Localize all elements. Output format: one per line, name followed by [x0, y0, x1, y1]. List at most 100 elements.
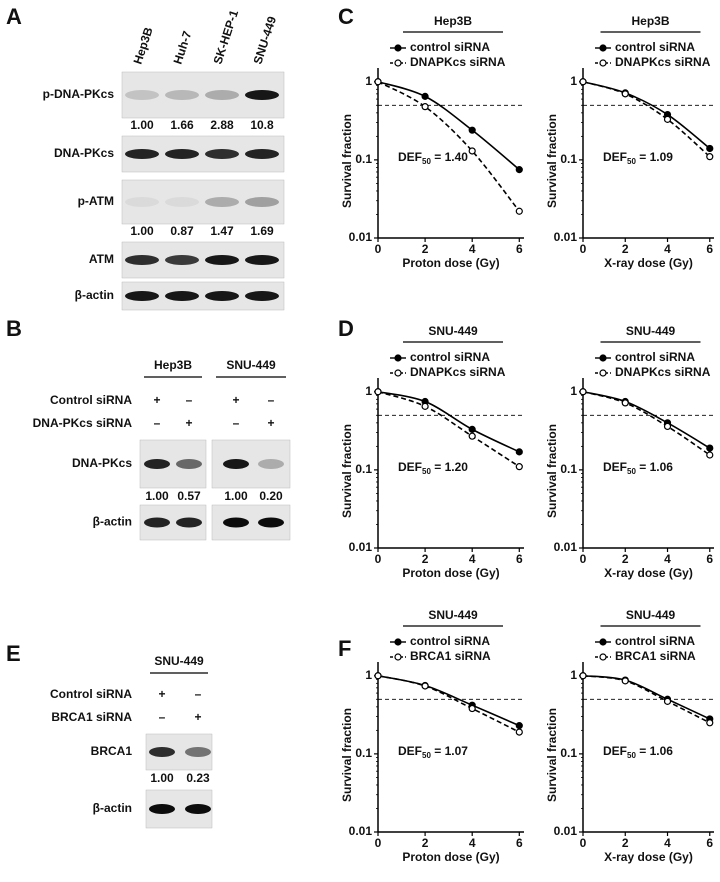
legend-marker: [599, 653, 607, 661]
quant-label: 1.00: [150, 771, 174, 785]
band: [245, 291, 279, 301]
quant-label: 0.23: [186, 771, 210, 785]
blot-strip: [121, 179, 285, 225]
x-tick-label: 4: [469, 552, 476, 566]
sign: –: [186, 393, 193, 407]
x-axis-label: X-ray dose (Gy): [604, 256, 693, 270]
row-label: p-DNA-PKcs: [43, 87, 115, 101]
data-point: [468, 704, 476, 713]
y-tick-label: 0.1: [355, 152, 372, 166]
data-point: [706, 451, 714, 459]
data-point: [421, 103, 429, 111]
fit-line: [377, 674, 520, 727]
x-tick-label: 4: [469, 242, 476, 256]
def-rest: = 1.07: [431, 744, 468, 758]
data-point: [706, 719, 714, 727]
data-point: [515, 207, 523, 215]
quant-label: 2.88: [210, 118, 234, 132]
y-axis-label: Survival fraction: [545, 424, 559, 518]
legend-label: control siRNA: [410, 350, 490, 364]
def-annotation: DEF50 = 1.06: [603, 744, 673, 760]
row-label: BRCA1: [91, 744, 133, 758]
legend-marker: [599, 44, 607, 52]
def-main: DEF: [603, 460, 627, 474]
band: [125, 255, 159, 265]
y-tick-label: 1: [570, 74, 577, 88]
x-tick-label: 0: [375, 552, 382, 566]
band: [245, 255, 279, 265]
legend-label: control siRNA: [410, 40, 490, 54]
legend-marker: [599, 354, 607, 362]
def-annotation: DEF50 = 1.20: [398, 460, 468, 476]
row-label: β-actin: [93, 515, 132, 529]
x-tick-label: 4: [664, 836, 671, 850]
sign: –: [159, 710, 166, 724]
legend-marker: [599, 638, 607, 646]
fit-line: [582, 674, 711, 724]
def-subscript: 50: [627, 157, 636, 166]
data-point: [515, 448, 523, 456]
x-tick-label: 0: [375, 836, 382, 850]
data-point: [421, 682, 429, 690]
panel-label: B: [6, 316, 22, 341]
y-tick-label: 0.01: [554, 824, 578, 838]
data-point: [706, 144, 714, 153]
legend-label: DNAPKcs siRNA: [615, 55, 711, 69]
legend-label: DNAPKcs siRNA: [615, 365, 711, 379]
data-point: [468, 425, 476, 433]
legend-marker: [394, 369, 402, 377]
y-tick-label: 0.01: [349, 824, 373, 838]
y-tick-label: 1: [365, 74, 372, 88]
def-main: DEF: [398, 744, 422, 758]
data-point: [663, 422, 672, 431]
y-tick-label: 0.1: [560, 746, 577, 760]
chart-title: SNU-449: [626, 324, 676, 338]
chart-title: Hep3B: [434, 14, 472, 28]
row-label: ATM: [89, 252, 114, 266]
data-point: [515, 166, 523, 174]
x-tick-label: 0: [580, 836, 587, 850]
group-title: SNU-449: [154, 654, 204, 668]
legend-label: DNAPKcs siRNA: [410, 55, 506, 69]
data-point: [621, 399, 629, 407]
y-axis-label: Survival fraction: [545, 708, 559, 802]
y-tick-label: 1: [365, 384, 372, 398]
y-tick-label: 0.01: [554, 540, 578, 554]
legend-label: BRCA1 siRNA: [615, 649, 696, 663]
def-subscript: 50: [422, 467, 431, 476]
panel-label: A: [6, 4, 22, 29]
y-tick-label: 0.1: [355, 746, 372, 760]
quant-label: 0.87: [170, 224, 194, 238]
x-tick-label: 4: [469, 836, 476, 850]
fit-line: [377, 390, 520, 468]
legend-label: BRCA1 siRNA: [410, 649, 491, 663]
x-tick-label: 6: [706, 242, 713, 256]
band: [205, 197, 239, 207]
y-tick-label: 0.01: [349, 540, 373, 554]
data-point: [663, 697, 672, 705]
y-tick-label: 0.1: [560, 152, 577, 166]
def-rest: = 1.09: [636, 150, 673, 164]
def-main: DEF: [603, 744, 627, 758]
band: [165, 149, 199, 159]
legend-marker: [394, 638, 402, 646]
y-tick-label: 0.01: [349, 230, 373, 244]
band: [125, 291, 159, 301]
x-tick-label: 6: [516, 552, 523, 566]
row-label: β-actin: [75, 288, 114, 302]
band: [258, 517, 284, 528]
band: [149, 747, 175, 757]
data-point: [421, 92, 429, 100]
fit-line: [377, 81, 520, 212]
x-axis-label: Proton dose (Gy): [402, 566, 499, 580]
sign: +: [185, 416, 192, 430]
x-tick-label: 2: [422, 552, 429, 566]
band: [176, 459, 202, 469]
row-label: DNA-PKcs: [54, 146, 114, 160]
def-rest: = 1.40: [431, 150, 468, 164]
quant-label: 1.00: [130, 118, 154, 132]
x-tick-label: 6: [706, 552, 713, 566]
legend-marker: [599, 59, 607, 67]
legend-label: control siRNA: [615, 40, 695, 54]
